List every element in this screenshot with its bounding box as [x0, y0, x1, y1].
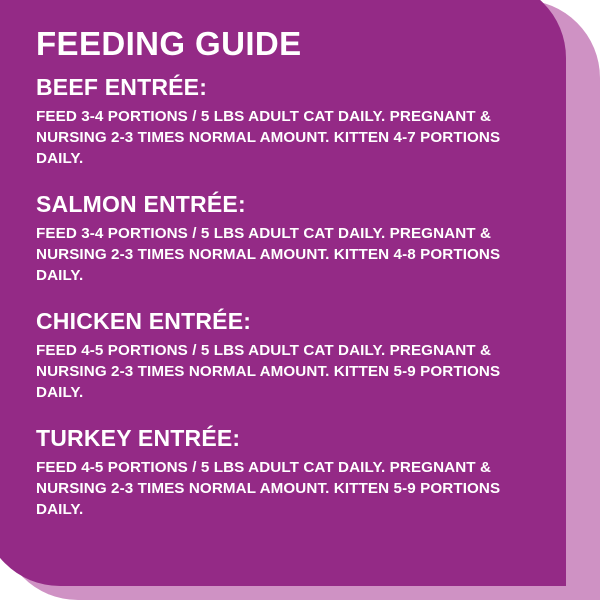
section-chicken: CHICKEN ENTRÉE: FEED 4-5 PORTIONS / 5 LB…	[36, 308, 560, 403]
section-heading-turkey: TURKEY ENTRÉE:	[36, 425, 241, 451]
section-heading-beef: BEEF ENTRÉE:	[36, 74, 208, 100]
section-body-turkey: FEED 4-5 PORTIONS / 5 LBS ADULT CAT DAIL…	[36, 459, 501, 518]
section-body-chicken: FEED 4-5 PORTIONS / 5 LBS ADULT CAT DAIL…	[36, 342, 501, 401]
section-turkey: TURKEY ENTRÉE: FEED 4-5 PORTIONS / 5 LBS…	[36, 425, 560, 520]
section-salmon: SALMON ENTRÉE: FEED 3-4 PORTIONS / 5 LBS…	[36, 191, 560, 286]
inner-magenta-panel	[0, 0, 566, 586]
section-heading-chicken: CHICKEN ENTRÉE:	[36, 308, 252, 334]
section-beef: BEEF ENTRÉE: FEED 3-4 PORTIONS / 5 LBS A…	[36, 74, 560, 169]
section-body-beef: FEED 3-4 PORTIONS / 5 LBS ADULT CAT DAIL…	[36, 108, 501, 167]
page-title: FEEDING GUIDE	[36, 25, 302, 62]
section-heading-salmon: SALMON ENTRÉE:	[36, 191, 246, 217]
feeding-guide-content: FEEDING GUIDE BEEF ENTRÉE: FEED 3-4 PORT…	[36, 26, 560, 520]
section-body-salmon: FEED 3-4 PORTIONS / 5 LBS ADULT CAT DAIL…	[36, 225, 501, 284]
